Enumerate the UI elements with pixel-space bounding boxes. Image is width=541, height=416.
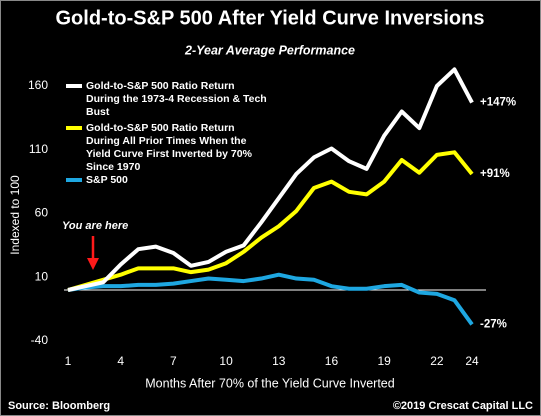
y-axis-label: Indexed to 100 [8,175,22,255]
value-label: -27% [480,318,507,330]
chart-subtitle: 2-Year Average Performance [184,43,355,57]
credit: ©2019 Crescat Capital LLC [393,400,533,412]
x-tick-label: 19 [377,354,391,368]
series-line [67,272,474,326]
source: Source: Bloomberg [8,400,110,412]
annotation: You are here [62,220,128,232]
y-tick-label: 110 [29,142,48,156]
x-tick-label: 7 [170,354,177,368]
y-tick-label: 60 [35,206,49,220]
series-line [67,150,474,292]
x-axis-label: Months After 70% of the Yield Curve Inve… [145,376,394,390]
chart-title: Gold-to-S&P 500 After Yield Curve Invers… [55,7,484,29]
y-tick-label: 10 [35,269,49,283]
x-tick-label: 22 [430,354,444,368]
value-label: +91% [480,168,510,180]
y-tick-label: -40 [31,333,49,347]
legend-label: Gold-to-S&P 500 Ratio Return During All … [86,122,252,173]
value-label: +147% [480,97,516,109]
x-tick-label: 1 [65,354,72,368]
legend-label: S&P 500 [86,174,128,186]
x-tick-label: 10 [219,354,233,368]
x-tick-label: 4 [117,354,124,368]
annotation-arrowhead [87,258,99,270]
y-tick-label: 160 [28,78,48,92]
series-line [67,67,474,292]
x-tick-label: 24 [465,354,479,368]
x-tick-label: 16 [325,354,339,368]
legend-label: Gold-to-S&P 500 Ratio Return During the … [86,80,267,118]
x-tick-label: 13 [272,354,286,368]
